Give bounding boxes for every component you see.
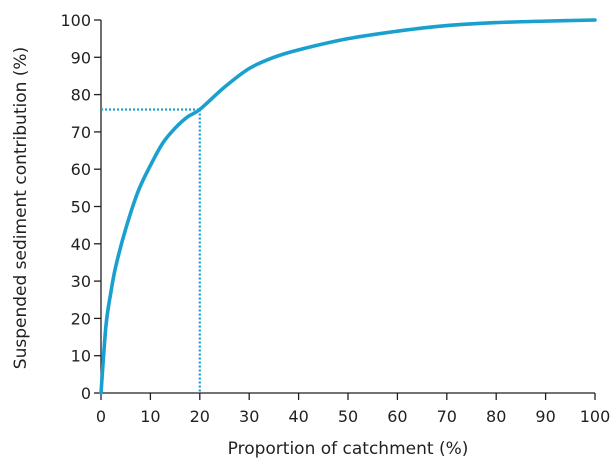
x-tick-label: 30 (239, 407, 259, 426)
axis-tick-labels: 0 10 20 30 40 50 60 70 80 90 100 0 10 20 30 40 50 60 70 80 9… (60, 11, 610, 426)
x-tick-label: 80 (486, 407, 506, 426)
y-tick-label: 20 (71, 309, 91, 328)
y-tick-label: 70 (71, 123, 91, 142)
cumulative-sediment-curve (99, 18, 597, 395)
x-tick-label: 50 (338, 407, 358, 426)
reference-lines (101, 108, 201, 393)
x-tick-label: 10 (140, 407, 160, 426)
x-tick-label: 20 (190, 407, 210, 426)
x-tick-label: 70 (437, 407, 457, 426)
x-tick-label: 90 (535, 407, 555, 426)
y-tick-label: 10 (71, 347, 91, 366)
y-tick-label: 80 (71, 86, 91, 105)
axis-ticks (94, 19, 596, 400)
y-tick-label: 90 (71, 48, 91, 67)
y-tick-label: 60 (71, 160, 91, 179)
y-axis-title: Suspended sediment contribution (%) (11, 47, 31, 369)
axes (100, 20, 595, 394)
y-tick-label: 50 (71, 198, 91, 217)
series-layer (99, 18, 597, 395)
x-tick-label: 0 (96, 407, 106, 426)
x-tick-label: 40 (288, 407, 308, 426)
y-tick-label: 0 (81, 384, 91, 403)
x-tick-label: 60 (387, 407, 407, 426)
y-tick-label: 100 (60, 11, 91, 30)
x-tick-label: 100 (580, 407, 611, 426)
x-axis-title: Proportion of catchment (%) (228, 439, 469, 459)
y-tick-label: 40 (71, 235, 91, 254)
y-tick-label: 30 (71, 272, 91, 291)
